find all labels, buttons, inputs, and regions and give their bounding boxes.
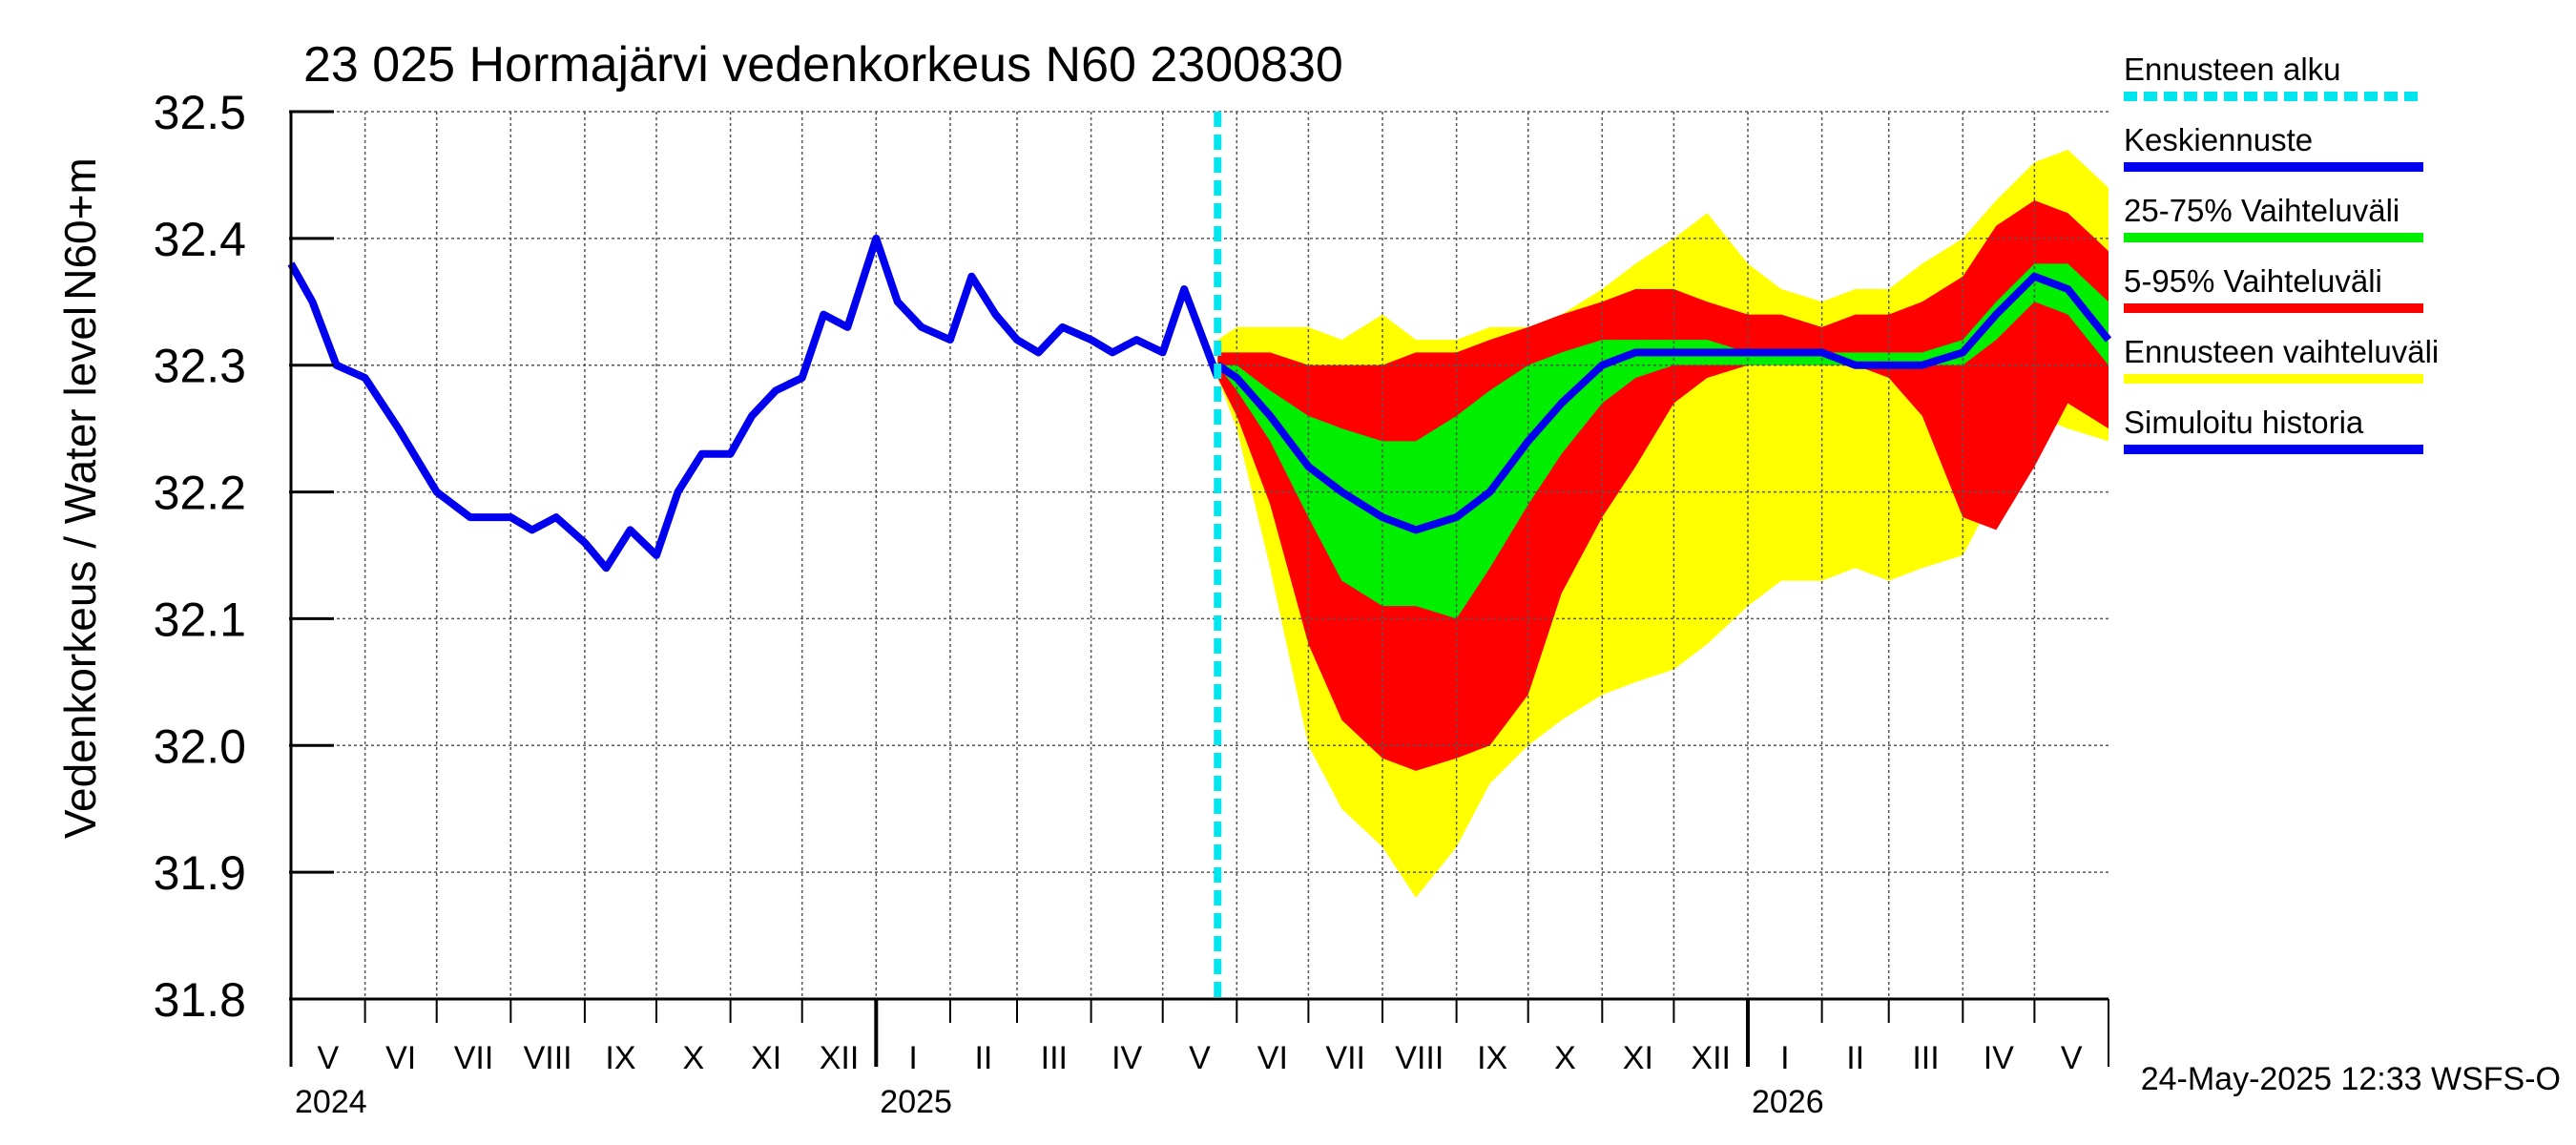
history-line-path — [287, 234, 1222, 572]
y-tick-label: 31.9 — [154, 846, 246, 900]
y-tick-label: 32.4 — [154, 213, 246, 266]
legend-label: 25-75% Vaihteluväli — [2124, 193, 2399, 228]
grid — [291, 111, 2109, 1000]
legend: Ennusteen alku Keskiennuste 25-75% Vaihtel… — [2124, 52, 2439, 454]
y-tick-label: 32.3 — [154, 340, 246, 393]
month-label: VII — [1325, 1040, 1365, 1076]
y-tick-label: 32.0 — [154, 719, 246, 773]
month-label: VII — [454, 1040, 494, 1076]
legend-label: 5-95% Vaihteluväli — [2124, 263, 2382, 299]
p5-95-band-area — [1217, 200, 2109, 771]
month-label: V — [2061, 1040, 2083, 1076]
year-label: 2026 — [1752, 1084, 1824, 1120]
month-label: XI — [1623, 1040, 1653, 1076]
y-tick-label: 31.8 — [154, 973, 246, 1027]
y-tick-label: 32.5 — [154, 86, 246, 139]
month-label: III — [1041, 1040, 1068, 1076]
x-month-labels: V VI VII VIII IX X XI XII I II III IV V VI VII VIII IX X X… — [317, 1040, 2082, 1076]
y-tick-labels: 32.5 32.4 32.3 32.2 32.1 32.0 31.9 31.8 — [154, 86, 246, 1027]
month-label: II — [1846, 1040, 1864, 1076]
chart-title: 23 025 Hormajärvi vedenkorkeus N60 23008… — [303, 37, 1343, 93]
timestamp-label: 24-May-2025 12:33 WSFS-O — [2141, 1061, 2561, 1097]
plot-area — [287, 111, 2112, 1000]
month-label: V — [317, 1040, 339, 1076]
month-label: X — [1554, 1040, 1576, 1076]
month-label: XII — [1691, 1040, 1731, 1076]
month-label: I — [908, 1040, 917, 1076]
y-axis-unit-label: N60+m — [55, 157, 105, 301]
legend-label: Simuloitu historia — [2124, 405, 2364, 440]
y-tick-label: 32.2 — [154, 467, 246, 520]
month-label: X — [682, 1040, 704, 1076]
simulated-history-line — [287, 234, 1222, 572]
axes — [289, 110, 2109, 1067]
month-label: IV — [1111, 1040, 1142, 1076]
month-label: IX — [605, 1040, 635, 1076]
month-label: XII — [820, 1040, 860, 1076]
month-label: V — [1189, 1040, 1211, 1076]
year-label: 2024 — [295, 1084, 367, 1120]
month-label: III — [1912, 1040, 1939, 1076]
month-label: IX — [1477, 1040, 1507, 1076]
month-label: VIII — [1395, 1040, 1444, 1076]
month-label: VI — [385, 1040, 416, 1076]
legend-label: Ennusteen alku — [2124, 52, 2341, 87]
month-label: XI — [751, 1040, 781, 1076]
forecast-median-line — [1215, 272, 2112, 534]
forecast-25-75-band — [1217, 263, 2109, 619]
month-label: II — [974, 1040, 992, 1076]
year-label: 2025 — [880, 1084, 952, 1120]
forecast-5-95-band — [1217, 200, 2109, 771]
month-label: VIII — [524, 1040, 572, 1076]
legend-label: Ennusteen vaihteluväli — [2124, 334, 2439, 369]
y-axis-label: Vedenkorkeus / Water level — [55, 306, 105, 839]
median-line-path — [1215, 272, 2112, 534]
month-label: VI — [1257, 1040, 1288, 1076]
y-tick-label: 32.1 — [154, 593, 246, 646]
legend-label: Keskiennuste — [2124, 122, 2313, 157]
month-label: I — [1780, 1040, 1789, 1076]
month-label: IV — [1984, 1040, 2014, 1076]
p25-75-band-area — [1217, 263, 2109, 619]
x-year-labels: 2024 2025 2026 — [295, 1084, 1824, 1120]
